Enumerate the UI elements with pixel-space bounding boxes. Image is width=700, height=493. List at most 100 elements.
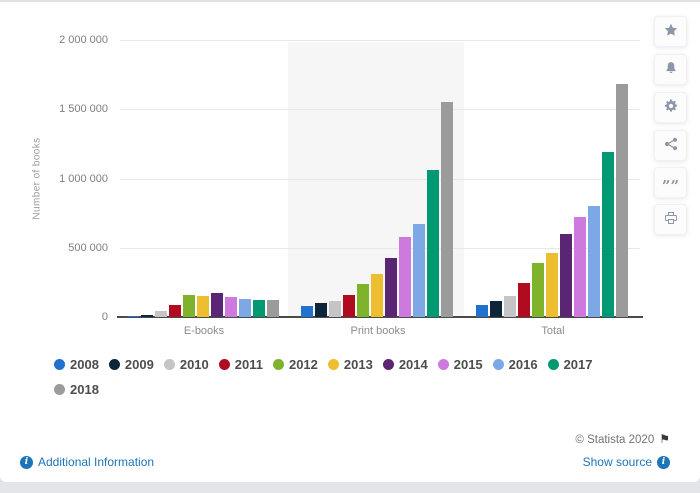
legend-label: 2010 xyxy=(179,356,209,372)
legend-item-2018[interactable]: 2018 xyxy=(54,381,99,397)
bar-2010[interactable] xyxy=(329,301,341,317)
bar-2010[interactable] xyxy=(504,296,516,317)
legend-item-2009[interactable]: 2009 xyxy=(108,356,154,372)
x-axis-line xyxy=(117,316,643,318)
legend-item-2016[interactable]: 2016 xyxy=(492,356,538,372)
bar-2017[interactable] xyxy=(253,300,265,317)
legend-item-2013[interactable]: 2013 xyxy=(327,356,373,372)
bar-2015[interactable] xyxy=(225,297,237,317)
bar-chart-plot-area: Number of books 2 000 000 1 500 000 1 000 … xyxy=(0,2,700,347)
y-gridline xyxy=(120,178,640,180)
copyright-notice: © Statista 2020 ⚑ xyxy=(575,432,670,446)
category-label: Total xyxy=(541,325,565,337)
bar-group-print-books xyxy=(301,40,455,317)
y-tick-label: 1 500 000 xyxy=(59,103,108,116)
bar-2011[interactable] xyxy=(343,295,355,317)
additional-information-label: Additional Information xyxy=(38,455,155,469)
legend-label: 2012 xyxy=(288,356,318,372)
share-button[interactable] xyxy=(654,130,687,161)
bar-2009[interactable] xyxy=(141,315,153,317)
y-tick-label: 1 000 000 xyxy=(59,172,108,185)
bar-2016[interactable] xyxy=(239,299,251,317)
bar-2008[interactable] xyxy=(301,306,313,317)
print-icon xyxy=(664,211,678,228)
bar-group-e-books xyxy=(127,40,281,317)
notification-button[interactable] xyxy=(654,54,687,85)
legend-label: 2016 xyxy=(508,356,538,372)
legend-label: 2008 xyxy=(70,356,99,372)
copyright-text: © Statista 2020 xyxy=(575,434,655,446)
bar-2009[interactable] xyxy=(490,301,502,317)
bar-2018[interactable] xyxy=(441,102,453,317)
bar-2015[interactable] xyxy=(574,217,586,317)
legend-dot-icon xyxy=(492,358,504,370)
legend-dot-icon xyxy=(272,358,284,370)
y-gridline xyxy=(120,109,640,111)
legend-item-2012[interactable]: 2012 xyxy=(272,356,318,372)
y-tick-label: 500 000 xyxy=(68,241,108,254)
bar-group-total xyxy=(476,40,630,317)
chart-legend: 2008 2009 2010 2011 2012 2013 2014 2015 2016 2017… xyxy=(54,356,614,397)
favorite-button[interactable] xyxy=(654,16,687,47)
bar-2012[interactable] xyxy=(532,263,544,317)
legend-dot-icon xyxy=(547,358,559,370)
legend-item-2010[interactable]: 2010 xyxy=(163,356,209,372)
bar-2014[interactable] xyxy=(560,234,572,317)
legend-dot-icon xyxy=(163,358,175,370)
bar-2010[interactable] xyxy=(155,311,167,317)
bar-2011[interactable] xyxy=(169,305,181,317)
bar-2008[interactable] xyxy=(476,305,488,317)
legend-label: 2015 xyxy=(453,356,483,372)
bar-2013[interactable] xyxy=(371,274,383,317)
legend-item-2017[interactable]: 2017 xyxy=(547,356,593,372)
bar-2008[interactable] xyxy=(127,316,139,317)
bar-2017[interactable] xyxy=(602,152,614,317)
print-button[interactable] xyxy=(654,204,687,235)
bar-2017[interactable] xyxy=(427,170,439,317)
cite-icon: ”” xyxy=(661,176,680,195)
legend-dot-icon xyxy=(54,383,65,395)
category-label: Print books xyxy=(350,325,406,337)
y-gridline xyxy=(120,247,640,249)
legend-label: 2013 xyxy=(343,356,373,372)
star-icon xyxy=(664,23,678,40)
bar-2013[interactable] xyxy=(546,253,558,317)
bar-2018[interactable] xyxy=(616,84,628,317)
bar-2014[interactable] xyxy=(385,258,397,317)
bar-2013[interactable] xyxy=(197,296,209,317)
chart-card: Number of books 2 000 000 1 500 000 1 000 … xyxy=(0,2,700,482)
page-bottom-strip xyxy=(0,482,700,493)
settings-button[interactable] xyxy=(654,92,687,123)
bar-2012[interactable] xyxy=(183,295,195,317)
bar-2014[interactable] xyxy=(211,293,223,317)
bar-2009[interactable] xyxy=(315,303,327,317)
info-icon: i xyxy=(20,455,33,469)
cite-button[interactable]: ”” xyxy=(654,167,687,198)
bar-2016[interactable] xyxy=(588,206,600,317)
legend-label: 2009 xyxy=(124,356,154,372)
additional-information-link[interactable]: i Additional Information xyxy=(20,455,154,469)
legend-label: 2018 xyxy=(70,381,99,397)
legend-dot-icon xyxy=(108,358,120,370)
share-icon xyxy=(664,137,678,154)
bar-2016[interactable] xyxy=(413,224,425,317)
legend-item-2008[interactable]: 2008 xyxy=(54,356,99,372)
legend-item-2011[interactable]: 2011 xyxy=(218,356,263,372)
bar-2011[interactable] xyxy=(518,283,530,317)
y-tick-label: 0 xyxy=(101,311,108,323)
legend-item-2015[interactable]: 2015 xyxy=(437,356,483,372)
bar-2018[interactable] xyxy=(267,300,279,317)
info-icon: i xyxy=(657,455,670,469)
bell-icon xyxy=(664,61,678,78)
legend-label: 2014 xyxy=(398,356,428,372)
legend-label: 2017 xyxy=(563,356,593,372)
category-label: E-books xyxy=(183,325,225,337)
show-source-link[interactable]: Show source i xyxy=(583,455,670,469)
flag-icon: ⚑ xyxy=(659,432,670,446)
legend-dot-icon xyxy=(437,358,449,370)
show-source-label: Show source xyxy=(582,455,652,469)
bar-2015[interactable] xyxy=(399,237,411,317)
bar-2012[interactable] xyxy=(357,284,369,317)
legend-item-2014[interactable]: 2014 xyxy=(382,356,428,372)
